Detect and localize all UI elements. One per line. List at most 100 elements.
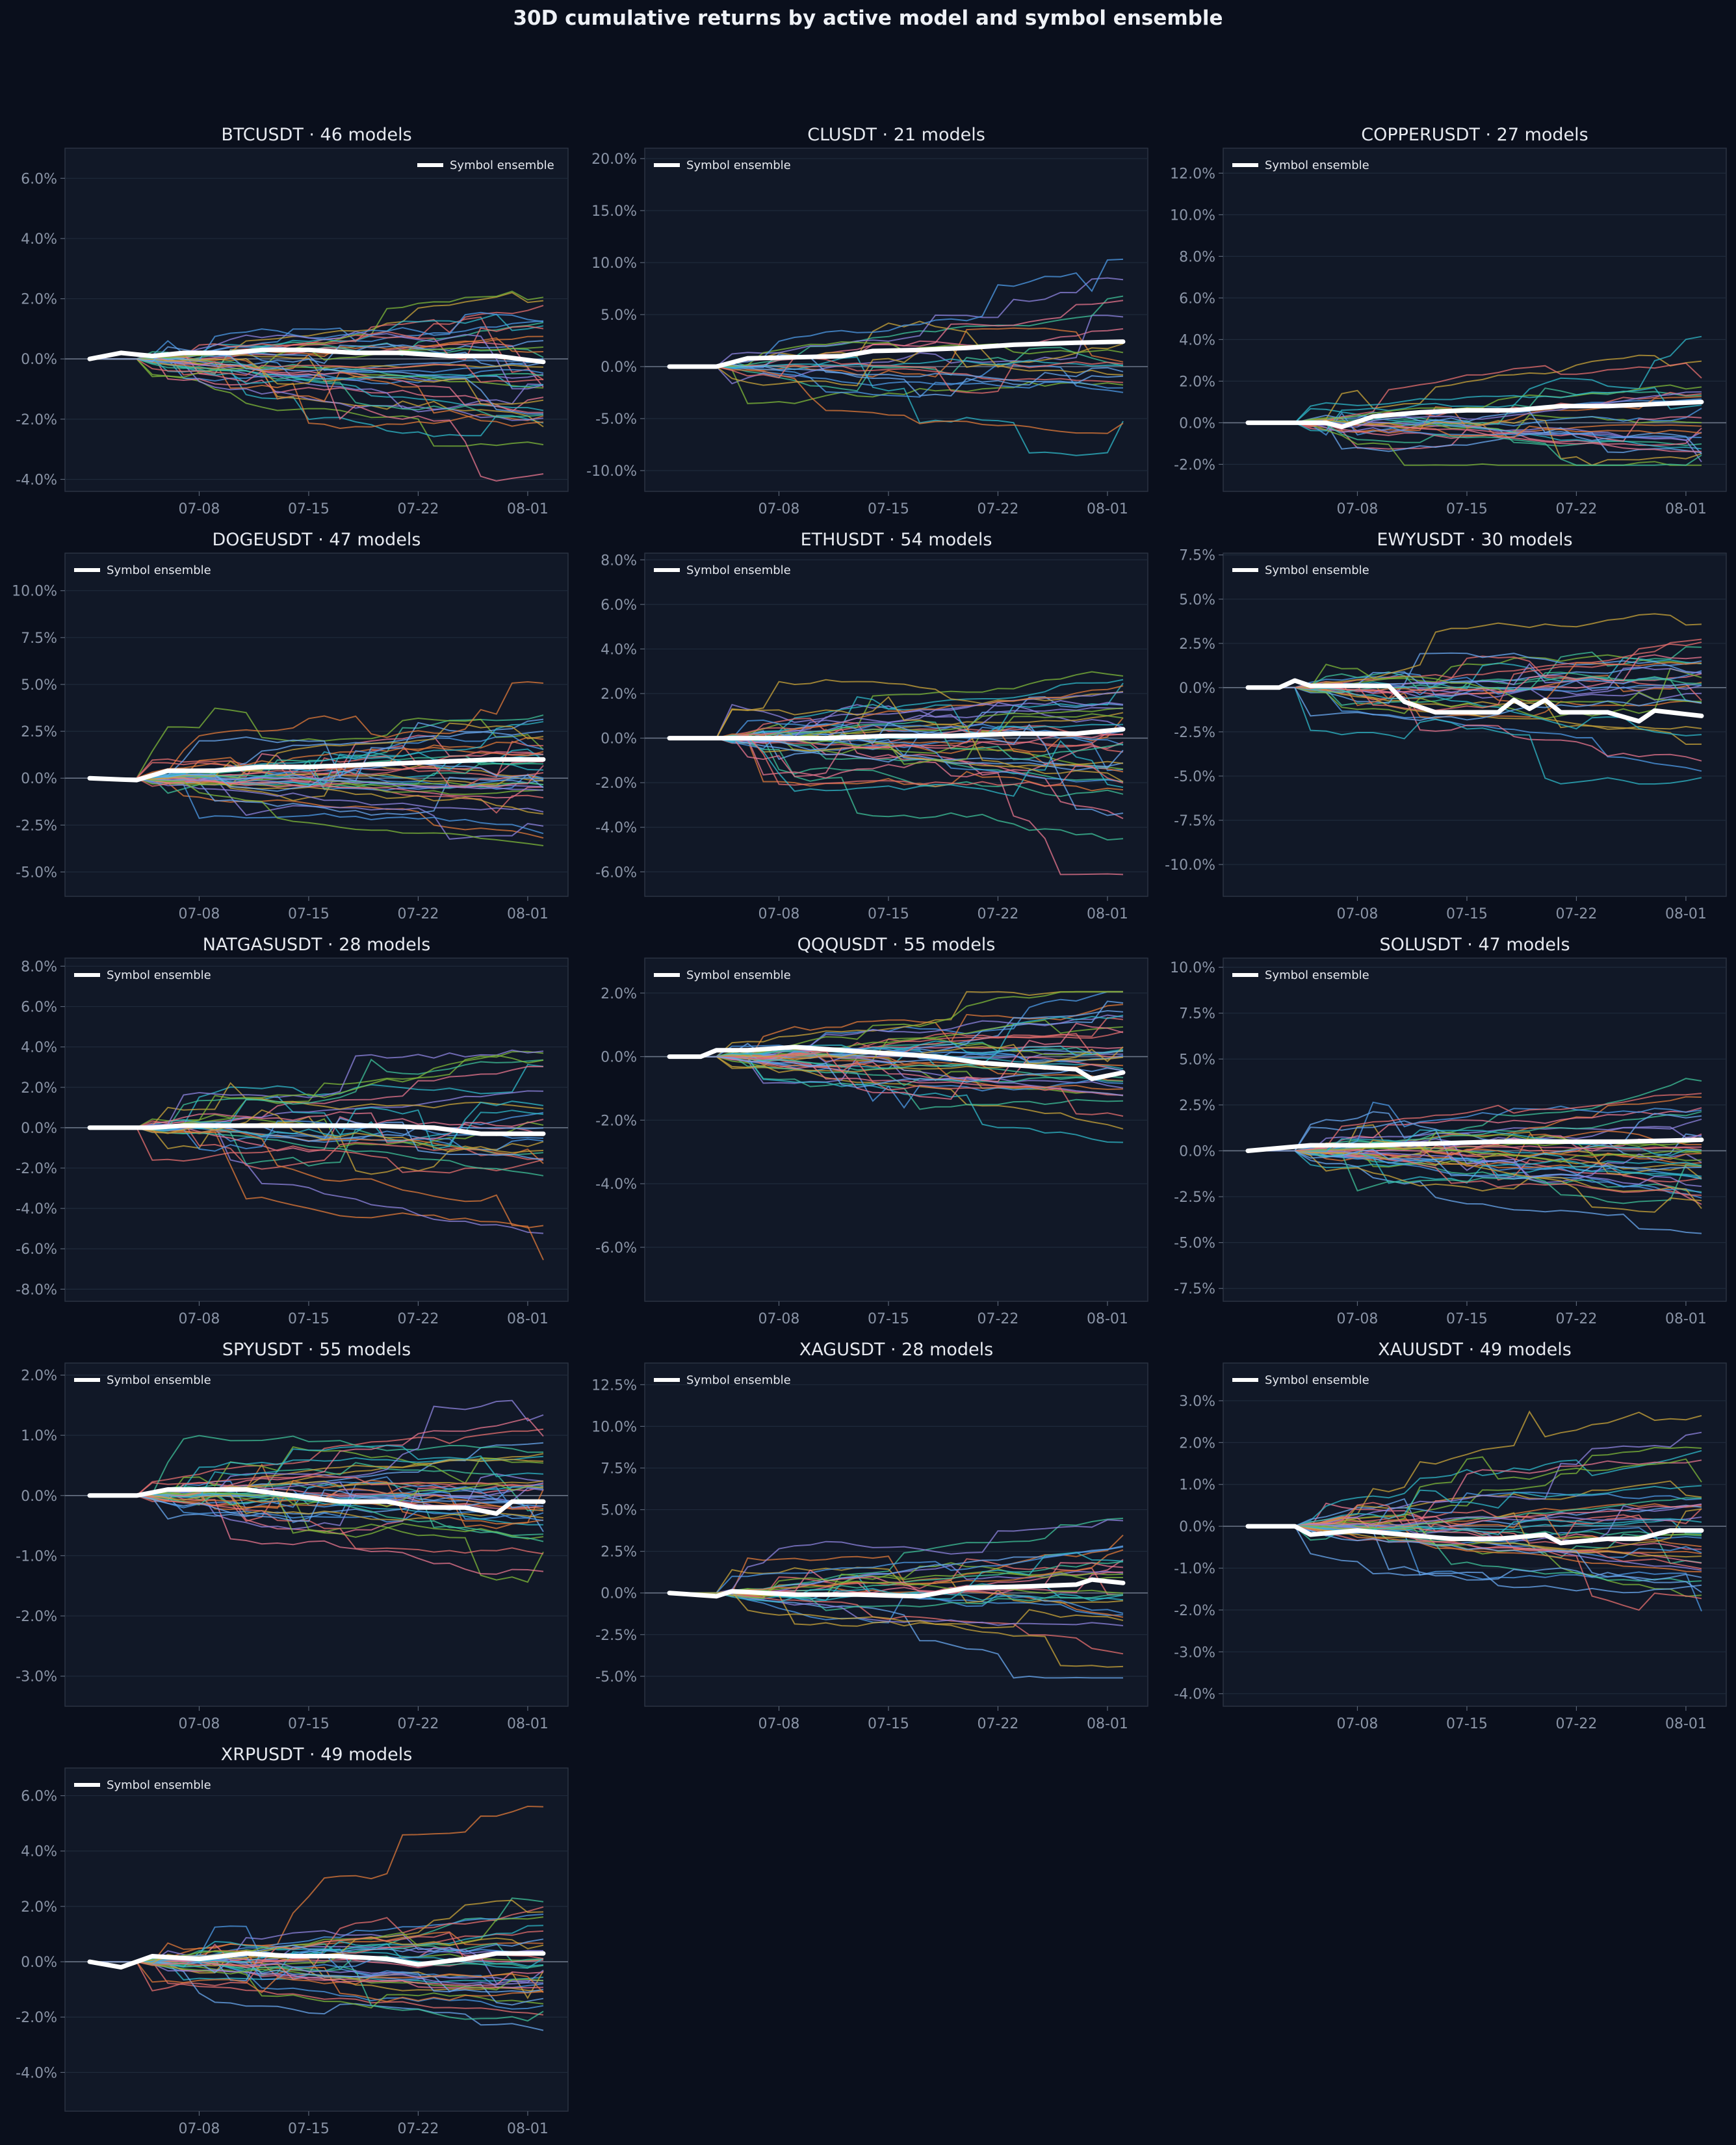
x-tick-label: 07-08 [1337, 1311, 1379, 1327]
x-tick-label: 07-15 [288, 501, 330, 517]
x-tick-label: 07-15 [868, 906, 909, 922]
model-line [669, 346, 1124, 392]
model-line [669, 733, 1124, 783]
model-line [90, 1960, 544, 1993]
model-line [90, 1120, 544, 1170]
y-tick-label: 6.0% [1179, 291, 1215, 307]
model-line [1248, 335, 1702, 432]
model-line [669, 1014, 1124, 1059]
chart-title: XRPUSDT · 49 models [221, 1745, 413, 1765]
model-line [1248, 1502, 1702, 1550]
model-line [1248, 1111, 1702, 1164]
y-tick-label: 5.0% [1179, 1052, 1215, 1068]
x-tick-label: 07-08 [179, 2121, 220, 2137]
model-line [669, 1577, 1124, 1599]
y-tick-label: 7.5% [1179, 1006, 1215, 1022]
chart-panel-spyusdt: SPYUSDT · 55 models -3.0% -2.0% -1.0% 0.0% 1.… [16, 1340, 569, 1732]
y-tick-label: -2.5% [16, 818, 57, 834]
model-line [669, 685, 1124, 739]
model-line [90, 1082, 544, 1128]
x-tick-label: 07-08 [179, 501, 220, 517]
model-line [1248, 1129, 1702, 1156]
model-line [1248, 668, 1702, 720]
chart-title: NATGASUSDT · 28 models [203, 935, 431, 955]
x-tick-label: 07-22 [397, 1716, 439, 1732]
y-tick-label: 0.0% [1179, 415, 1215, 432]
y-tick-label: 2.5% [601, 1544, 637, 1561]
model-line [669, 277, 1124, 367]
y-tick-label: 0.0% [1179, 1519, 1215, 1535]
y-tick-label: 7.5% [601, 1461, 637, 1477]
y-tick-label: 2.5% [1179, 636, 1215, 653]
x-tick-label: 07-15 [868, 501, 909, 517]
model-line [90, 1494, 544, 1555]
model-line [669, 366, 1124, 398]
chart-panel-copperusdt: COPPERUSDT · 27 models -2.0% 0.0% 2.0% 4.0% 6… [1170, 125, 1727, 517]
model-line [1248, 387, 1702, 424]
x-tick-label: 07-22 [977, 501, 1018, 517]
y-tick-label: 10.0% [1170, 960, 1215, 976]
model-line [669, 1592, 1124, 1655]
x-tick-label: 08-01 [1665, 906, 1707, 922]
model-line [90, 1489, 544, 1522]
x-tick-label: 08-01 [507, 1716, 549, 1732]
chart-panel-qqqusdt: QQQUSDT · 55 models -6.0% -4.0% -2.0% 0.0% 2.… [595, 935, 1148, 1327]
legend-label: Symbol ensemble [686, 968, 791, 982]
ensemble-line [1245, 1524, 1704, 1546]
model-line [1248, 354, 1702, 424]
model-line [90, 707, 544, 779]
model-line [1248, 1526, 1702, 1558]
model-line [1248, 686, 1702, 722]
model-line [1248, 1503, 1702, 1528]
x-tick-label: 07-22 [397, 501, 439, 517]
model-line [669, 696, 1124, 783]
chart-panel-solusdt: SOLUSDT · 47 models -7.5% -5.0% -2.5% 0.0% 2.… [1170, 935, 1727, 1327]
y-tick-label: 10.0% [591, 1419, 637, 1435]
y-tick-label: 10.0% [12, 584, 57, 600]
model-line [669, 1015, 1124, 1058]
y-tick-label: -4.0% [16, 472, 57, 488]
x-tick-label: 07-15 [868, 1716, 909, 1732]
model-line [669, 341, 1124, 367]
plot-area [64, 552, 569, 897]
ensemble-line [1245, 678, 1704, 724]
model-lines [669, 258, 1124, 456]
legend-label: Symbol ensemble [686, 1373, 791, 1387]
model-line [669, 1044, 1124, 1063]
x-tick-label: 08-01 [1087, 501, 1128, 517]
x-tick-label: 07-22 [397, 1311, 439, 1327]
x-tick-label: 07-08 [758, 501, 800, 517]
x-tick-label: 07-08 [1337, 1716, 1379, 1732]
model-line [90, 354, 544, 413]
model-line [669, 1056, 1124, 1089]
model-line [90, 1475, 544, 1496]
x-tick-label: 08-01 [1665, 1716, 1707, 1732]
model-line [90, 722, 544, 780]
x-tick-label: 07-08 [758, 1716, 800, 1732]
model-line [669, 1592, 1124, 1626]
y-tick-label: 4.0% [601, 642, 637, 658]
plot-area [644, 957, 1148, 1302]
model-line [90, 358, 544, 385]
legend-label: Symbol ensemble [686, 564, 791, 577]
legend-label: Symbol ensemble [107, 1373, 211, 1387]
model-line [669, 733, 1124, 777]
legend-label: Symbol ensemble [1265, 1373, 1369, 1387]
model-line [669, 991, 1123, 1058]
legend-label: Symbol ensemble [1265, 159, 1369, 172]
y-tick-label: -1.0% [16, 1548, 57, 1565]
model-line [90, 1906, 544, 1992]
y-tick-label: 2.0% [1179, 374, 1215, 390]
x-tick-label: 07-08 [758, 1311, 800, 1327]
plot-area [644, 148, 1148, 492]
plot-area [644, 1362, 1148, 1707]
x-tick-label: 08-01 [1087, 906, 1128, 922]
model-line [90, 1494, 544, 1521]
x-tick-label: 07-22 [397, 2121, 439, 2137]
model-line [90, 762, 544, 787]
model-line [669, 1050, 1124, 1117]
y-tick-label: -3.0% [16, 1669, 57, 1685]
y-tick-label: -4.0% [16, 1201, 57, 1217]
y-tick-label: 0.0% [21, 771, 57, 787]
model-line [1248, 1107, 1702, 1152]
